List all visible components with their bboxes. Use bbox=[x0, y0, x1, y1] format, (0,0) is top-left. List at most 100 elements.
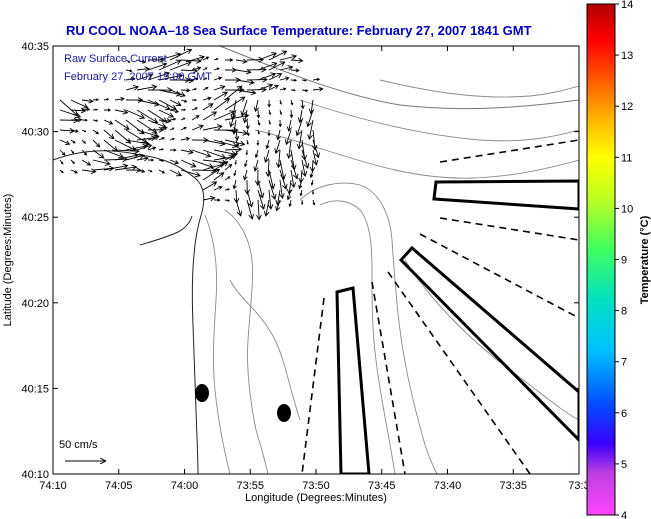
x-tick-label: 73:45 bbox=[368, 480, 396, 492]
current-vector bbox=[70, 169, 79, 174]
current-vector bbox=[284, 129, 292, 146]
current-vector bbox=[169, 89, 186, 97]
y-axis-label: Latitude (Degrees:Minutes) bbox=[2, 194, 14, 327]
current-vector bbox=[311, 189, 315, 195]
current-vector bbox=[70, 149, 75, 154]
current-vector bbox=[279, 179, 285, 200]
current-vector bbox=[191, 55, 206, 61]
current-vector bbox=[253, 99, 259, 113]
current-vector bbox=[202, 67, 208, 71]
current-vector bbox=[59, 159, 64, 165]
y-tick-label: 40:15 bbox=[21, 383, 49, 395]
current-vector bbox=[70, 117, 83, 123]
current-vector bbox=[256, 139, 260, 146]
current-vector bbox=[297, 109, 304, 124]
current-vector bbox=[136, 84, 158, 91]
current-vector bbox=[158, 109, 175, 118]
current-vector bbox=[213, 57, 219, 61]
long-island-shore bbox=[219, 46, 579, 110]
current-vector bbox=[257, 83, 274, 91]
current-vector bbox=[202, 195, 216, 202]
current-vector bbox=[147, 62, 168, 71]
current-vector bbox=[256, 109, 261, 119]
current-vector bbox=[275, 199, 281, 212]
current-vector bbox=[279, 169, 288, 190]
current-vector bbox=[257, 72, 277, 81]
current-vector bbox=[289, 109, 294, 119]
x-tick-label: 74:00 bbox=[171, 480, 199, 492]
current-vector bbox=[268, 50, 288, 61]
current-vector bbox=[213, 185, 223, 191]
current-vector bbox=[300, 99, 305, 110]
x-tick-label: 73:40 bbox=[434, 480, 462, 492]
current-vector bbox=[103, 163, 129, 171]
current-vector bbox=[295, 119, 303, 137]
current-vector bbox=[202, 111, 218, 121]
current-vector bbox=[114, 96, 125, 102]
current-vector bbox=[103, 108, 112, 112]
current-vector bbox=[81, 159, 92, 166]
current-vector bbox=[310, 179, 314, 186]
current-vector bbox=[81, 149, 88, 156]
current-vector bbox=[180, 148, 194, 155]
current-vector bbox=[114, 164, 138, 171]
current-vector bbox=[81, 107, 91, 112]
current-vector bbox=[213, 110, 236, 121]
current-vector bbox=[180, 117, 186, 121]
current-vector bbox=[224, 199, 231, 202]
current-vector bbox=[224, 163, 233, 171]
colorbar-tick-label: 7 bbox=[621, 357, 627, 369]
legend-title: Raw Surface Current bbox=[64, 53, 167, 65]
current-vector bbox=[125, 85, 140, 91]
current-vector bbox=[286, 189, 292, 201]
sector-polygon-south bbox=[335, 286, 371, 474]
current-vector bbox=[180, 77, 195, 84]
x-axis: 74:10 74:05 74:00 73:55 73:50 73:45 73:40 73:35… bbox=[39, 46, 590, 492]
current-vector bbox=[235, 139, 239, 148]
current-vector bbox=[136, 59, 147, 64]
current-vector bbox=[103, 98, 110, 101]
current-vector bbox=[301, 89, 309, 93]
current-vector bbox=[169, 148, 177, 152]
current-vector bbox=[279, 65, 294, 71]
colorbar-tick-label: 11 bbox=[621, 152, 632, 164]
current-vector bbox=[267, 99, 271, 108]
current-vector bbox=[290, 57, 304, 64]
current-vector bbox=[202, 77, 208, 81]
current-vector bbox=[278, 119, 282, 128]
current-vector bbox=[169, 127, 175, 131]
current-vector bbox=[81, 129, 87, 133]
current-vector bbox=[245, 149, 249, 156]
current-vector bbox=[274, 139, 281, 155]
current-vector bbox=[158, 73, 184, 81]
current-vector bbox=[70, 107, 87, 114]
current-vector bbox=[246, 189, 254, 208]
current-vector bbox=[213, 161, 229, 171]
scale-label: 50 cm/s bbox=[59, 439, 98, 451]
current-vector bbox=[147, 134, 160, 141]
current-vector bbox=[81, 168, 97, 175]
current-vector bbox=[268, 72, 283, 81]
sector-lines bbox=[301, 139, 579, 474]
current-vector bbox=[213, 198, 221, 202]
current-vector bbox=[136, 169, 146, 174]
current-vector bbox=[180, 99, 188, 103]
current-vector bbox=[114, 148, 140, 154]
current-vector bbox=[147, 56, 165, 63]
current-vector bbox=[125, 97, 144, 103]
map-plot-area: Raw Surface Current February 27, 2007 19… bbox=[53, 46, 579, 474]
current-vector bbox=[59, 169, 64, 174]
current-vector bbox=[147, 109, 168, 123]
current-vector bbox=[180, 108, 187, 111]
current-vector bbox=[235, 199, 243, 217]
current-vector bbox=[306, 109, 314, 128]
current-vector bbox=[224, 96, 246, 111]
current-vector bbox=[114, 108, 129, 115]
current-vector bbox=[301, 159, 308, 177]
current-vector bbox=[312, 199, 316, 206]
current-vector bbox=[125, 109, 146, 120]
current-vector bbox=[92, 129, 100, 135]
current-vector bbox=[268, 84, 279, 91]
current-vector bbox=[191, 167, 217, 174]
